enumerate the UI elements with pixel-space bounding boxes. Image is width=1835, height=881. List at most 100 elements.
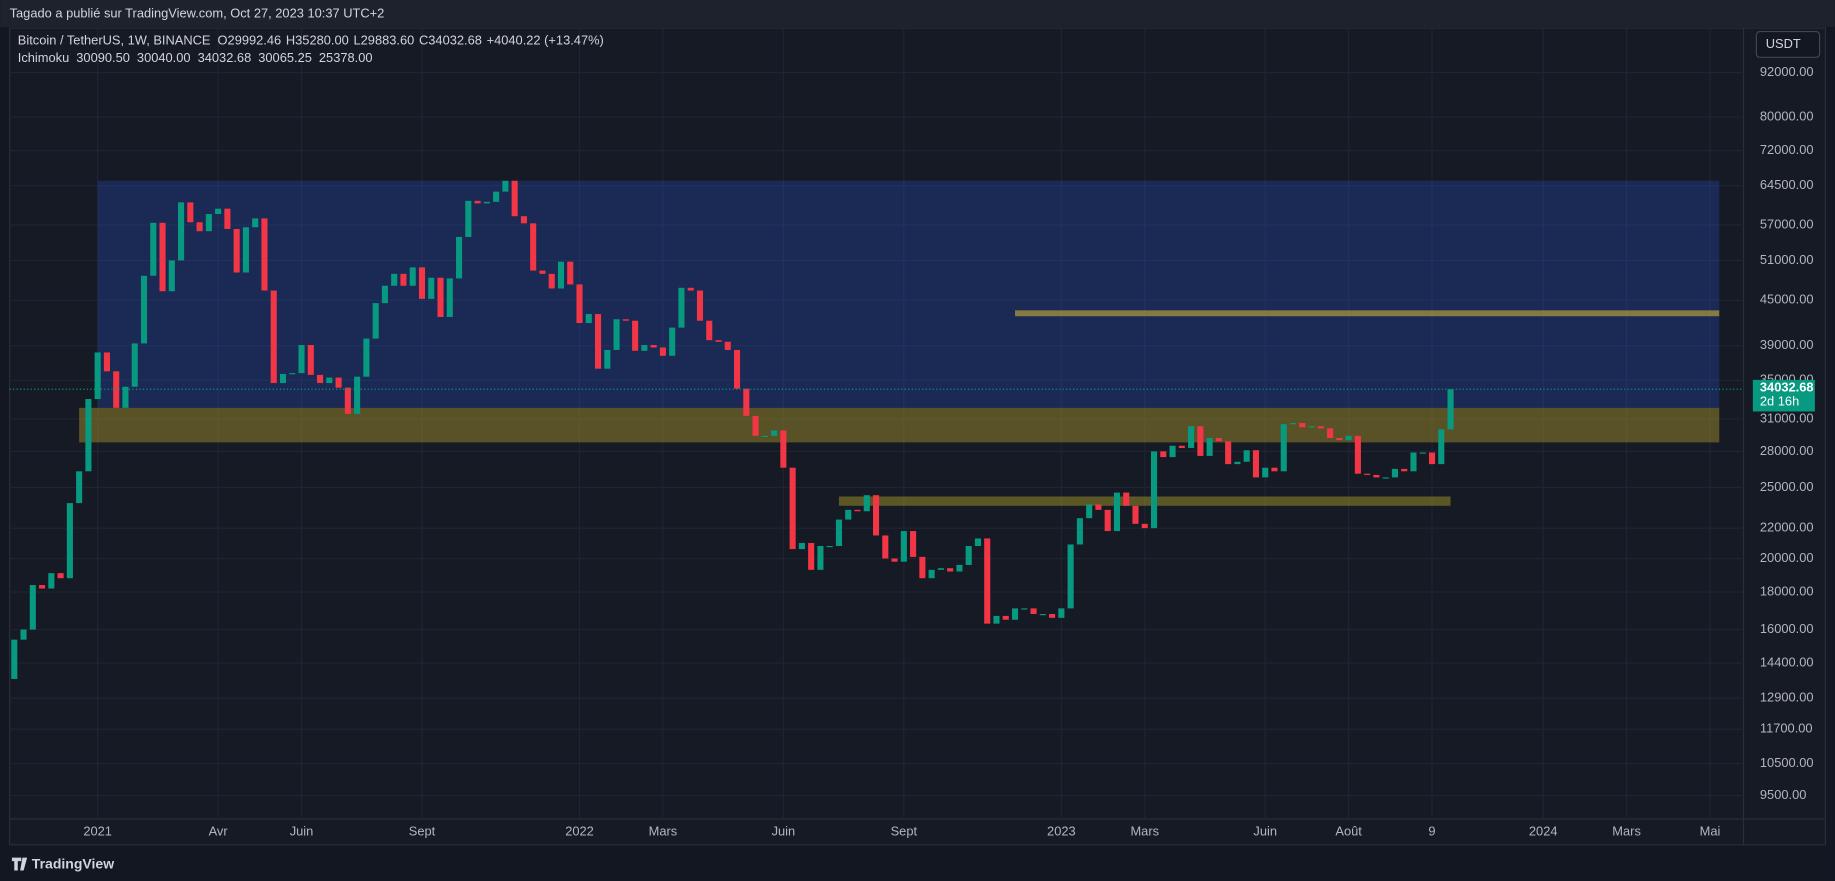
candle-body: [1447, 389, 1454, 430]
legend-item: Bitcoin / TetherUS, 1W, BINANCE: [18, 32, 211, 47]
candle-body: [539, 270, 546, 274]
candle-body: [465, 200, 472, 237]
candle-body: [650, 345, 657, 348]
candle-body: [520, 216, 527, 224]
candle-body: [1086, 504, 1093, 519]
candle-body: [242, 227, 249, 273]
candle-body: [307, 345, 314, 375]
candle-body: [39, 585, 46, 589]
candle-body: [196, 222, 203, 232]
candle-body: [11, 639, 18, 679]
price-tag-value: 34032.68: [1760, 379, 1814, 394]
candle-body: [1327, 428, 1334, 438]
candle-body: [835, 519, 843, 547]
candle-body: [1243, 450, 1250, 462]
candle-body: [993, 615, 1000, 624]
candle-body: [409, 267, 416, 286]
candle-body: [891, 558, 898, 562]
publish-header: Tagado a publié sur TradingView.com, Oct…: [10, 5, 385, 20]
y-tick-label: 25000.00: [1760, 479, 1814, 494]
candle-body: [187, 202, 194, 223]
candle-body: [1234, 461, 1241, 465]
legend-item: 25378.00: [319, 50, 373, 65]
x-tick-label: 2024: [1529, 823, 1558, 838]
y-tick-label: 20000.00: [1760, 550, 1814, 565]
candle-body: [437, 277, 444, 317]
candle-body: [1271, 467, 1278, 472]
candle-body: [808, 542, 815, 570]
legend-item: 30040.00: [137, 50, 191, 65]
candle-body: [974, 538, 982, 547]
candle-body: [928, 569, 935, 579]
legend-item: 29992.46: [228, 32, 282, 47]
candle-body: [289, 373, 296, 375]
candle-body: [1150, 451, 1158, 529]
candle-body: [706, 320, 713, 341]
candle-body: [372, 303, 379, 339]
candle-body: [29, 585, 36, 630]
candle-body: [576, 284, 583, 324]
candle-body: [863, 495, 870, 512]
candle-body: [817, 546, 824, 570]
candle-body: [724, 341, 731, 350]
candle-body: [715, 340, 722, 342]
candle-body: [103, 352, 110, 372]
candle-body: [678, 287, 685, 328]
candle-body: [1354, 435, 1361, 474]
candle-body: [178, 202, 185, 261]
candle-body: [122, 386, 129, 408]
x-tick-label: 2021: [83, 823, 112, 838]
candle-body: [1401, 468, 1408, 472]
x-tick-label: Mars: [1130, 823, 1159, 838]
candle-body: [205, 214, 212, 232]
candle-body: [1178, 445, 1185, 448]
candle-body: [733, 349, 741, 389]
candle-body: [567, 261, 574, 285]
candle-body: [483, 201, 490, 204]
legend-item: 34032.68: [428, 32, 482, 47]
currency-button[interactable]: [1755, 31, 1821, 58]
candle-body: [798, 542, 805, 550]
candle-body: [669, 327, 676, 356]
candle-body: [76, 471, 83, 504]
y-tick-label: 18000.00: [1760, 583, 1814, 598]
candle-body: [1215, 437, 1222, 442]
candle-body: [956, 564, 963, 572]
candle-body: [1382, 477, 1389, 479]
axes: 92000.00 80000.00 72000.00 64500.00 57000.00…: [83, 64, 1815, 838]
candle-body: [159, 222, 166, 292]
candle-body: [252, 218, 259, 228]
x-tick-label: Mars: [649, 823, 678, 838]
candle-body: [872, 495, 880, 536]
candle-body: [20, 629, 27, 640]
candle-body: [326, 377, 333, 384]
candle-body: [632, 320, 639, 351]
y-tick-label: 92000.00: [1760, 64, 1814, 79]
candle-body: [446, 278, 453, 317]
candle-body: [1225, 441, 1232, 465]
candle-body: [400, 273, 407, 286]
candle-body: [919, 556, 926, 579]
candle-body: [1419, 452, 1426, 454]
candle-body: [1317, 426, 1324, 429]
candle-body: [363, 338, 370, 377]
candle-body: [910, 531, 917, 557]
grid: [9, 28, 1744, 819]
candle-body: [381, 285, 388, 304]
candles: [9, 180, 1744, 679]
candle-body: [391, 273, 398, 286]
candle-body: [1438, 429, 1445, 465]
candle-body: [344, 387, 351, 414]
candle-body: [1364, 473, 1371, 475]
zone: [838, 496, 1451, 506]
candle-body: [1049, 614, 1056, 618]
x-tick-label: Juin: [290, 823, 314, 838]
zone: [79, 407, 1720, 443]
candle-body: [1206, 437, 1213, 456]
candle-body: [1104, 509, 1111, 532]
y-tick-label: 31000.00: [1760, 410, 1814, 425]
y-tick-label: 22000.00: [1760, 520, 1814, 535]
x-tick-label: Sept: [409, 823, 436, 838]
candle-body: [418, 267, 426, 299]
candle-body: [1391, 468, 1398, 478]
